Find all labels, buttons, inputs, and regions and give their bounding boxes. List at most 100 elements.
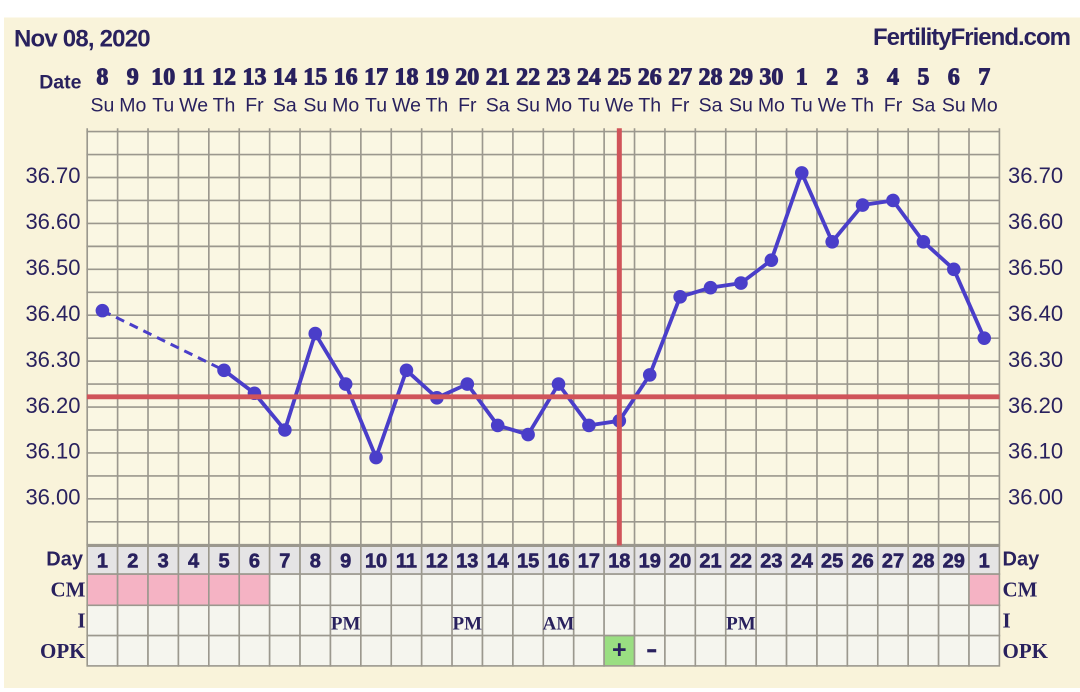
svg-text:Tu: Tu [578, 94, 600, 116]
svg-text:Su: Su [90, 94, 114, 116]
svg-text:Mo: Mo [758, 94, 785, 116]
svg-text:6: 6 [249, 550, 260, 572]
svg-text:Su: Su [942, 94, 966, 116]
svg-text:Sa: Sa [273, 94, 297, 116]
svg-text:13: 13 [456, 550, 478, 572]
svg-text:18: 18 [394, 65, 418, 91]
svg-text:36.10: 36.10 [25, 439, 80, 464]
svg-text:We: We [179, 94, 208, 116]
svg-text:FertilityFriend.com: FertilityFriend.com [873, 24, 1070, 51]
svg-text:25: 25 [821, 550, 843, 572]
svg-text:Th: Th [851, 94, 874, 116]
svg-text:PM: PM [726, 613, 756, 634]
svg-text:4: 4 [188, 550, 200, 572]
svg-text:36.30: 36.30 [1008, 347, 1063, 372]
svg-text:36.20: 36.20 [25, 393, 80, 418]
svg-text:28: 28 [912, 550, 934, 572]
svg-text:OPK: OPK [40, 639, 86, 663]
svg-text:36.40: 36.40 [25, 301, 80, 326]
svg-text:21: 21 [486, 65, 510, 91]
svg-text:36.60: 36.60 [25, 209, 80, 234]
svg-text:28: 28 [699, 65, 723, 91]
svg-text:23: 23 [547, 65, 571, 91]
svg-text:3: 3 [158, 550, 169, 572]
svg-text:27: 27 [882, 550, 904, 572]
svg-text:Mo: Mo [971, 94, 998, 116]
svg-text:Mo: Mo [119, 94, 146, 116]
svg-text:11: 11 [396, 550, 417, 572]
svg-text:Mo: Mo [332, 94, 359, 116]
svg-text:22: 22 [730, 550, 752, 572]
svg-text:Fr: Fr [671, 94, 690, 116]
svg-text:Sa: Sa [699, 94, 723, 116]
svg-text:2: 2 [826, 65, 838, 91]
svg-text:Fr: Fr [884, 94, 903, 116]
svg-text:5: 5 [218, 550, 229, 572]
svg-text:1: 1 [97, 550, 108, 572]
svg-text:8: 8 [310, 550, 321, 572]
svg-text:19: 19 [639, 550, 661, 572]
svg-text:CM: CM [51, 578, 86, 602]
svg-text:24: 24 [577, 65, 601, 91]
svg-text:Tu: Tu [791, 94, 813, 116]
svg-text:Tu: Tu [365, 94, 387, 116]
svg-text:36.40: 36.40 [1008, 301, 1063, 326]
svg-text:OPK: OPK [1003, 639, 1049, 663]
svg-text:8: 8 [96, 65, 108, 91]
svg-text:PM: PM [453, 613, 483, 634]
svg-text:4: 4 [887, 65, 899, 91]
svg-text:15: 15 [517, 550, 539, 572]
svg-text:27: 27 [668, 65, 692, 91]
svg-text:9: 9 [340, 550, 351, 572]
svg-text:36.10: 36.10 [1008, 439, 1063, 464]
svg-text:3: 3 [857, 65, 869, 91]
svg-text:Sa: Sa [486, 94, 510, 116]
svg-text:Day: Day [46, 549, 84, 571]
svg-text:14: 14 [487, 550, 510, 572]
svg-text:PM: PM [331, 613, 361, 634]
svg-text:Fr: Fr [245, 94, 264, 116]
svg-text:10: 10 [365, 550, 387, 572]
svg-text:We: We [605, 94, 634, 116]
svg-text:We: We [818, 94, 847, 116]
svg-text:2: 2 [127, 550, 138, 572]
svg-text:I: I [1003, 608, 1011, 632]
svg-text:36.70: 36.70 [1008, 163, 1063, 188]
svg-text:I: I [77, 608, 85, 632]
svg-text:12: 12 [426, 550, 448, 572]
svg-text:18: 18 [608, 550, 630, 572]
svg-text:Th: Th [425, 94, 448, 116]
svg-text:20: 20 [455, 65, 479, 91]
svg-text:6: 6 [948, 65, 960, 91]
svg-text:Su: Su [303, 94, 327, 116]
svg-text:7: 7 [978, 65, 990, 91]
svg-text:22: 22 [516, 65, 540, 91]
svg-text:36.20: 36.20 [1008, 393, 1063, 418]
svg-text:20: 20 [669, 550, 691, 572]
svg-text:26: 26 [638, 65, 662, 91]
svg-text:CM: CM [1003, 578, 1038, 602]
svg-text:11: 11 [182, 65, 205, 91]
svg-text:26: 26 [851, 550, 873, 572]
svg-text:Date: Date [39, 71, 81, 93]
svg-text:36.00: 36.00 [1008, 485, 1063, 510]
svg-text:Nov 08, 2020: Nov 08, 2020 [14, 25, 150, 52]
svg-text:Tu: Tu [152, 94, 174, 116]
svg-text:Fr: Fr [458, 94, 477, 116]
svg-text:17: 17 [364, 65, 388, 91]
svg-text:9: 9 [127, 65, 139, 91]
svg-text:Su: Su [729, 94, 753, 116]
svg-text:5: 5 [917, 65, 929, 91]
svg-text:36.50: 36.50 [1008, 255, 1063, 280]
svg-text:36.70: 36.70 [25, 163, 80, 188]
svg-text:15: 15 [303, 65, 327, 91]
svg-text:14: 14 [273, 65, 297, 91]
svg-text:Th: Th [213, 94, 236, 116]
svg-text:Sa: Sa [911, 94, 935, 116]
svg-text:36.50: 36.50 [25, 255, 80, 280]
svg-text:30: 30 [759, 65, 783, 91]
svg-text:We: We [392, 94, 421, 116]
svg-text:16: 16 [547, 550, 569, 572]
svg-text:AM: AM [543, 613, 575, 634]
svg-text:Th: Th [638, 94, 661, 116]
